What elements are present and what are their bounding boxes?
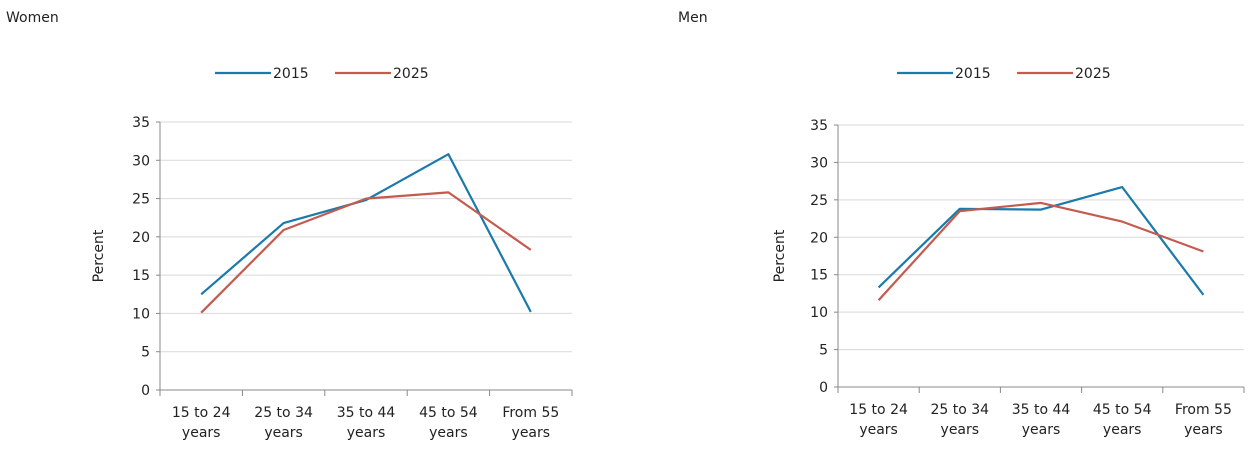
y-tick-label: 10 [810,305,828,321]
men-chart-panel: Men 0 5 10 15 20 25 30 35 15 to 24 years 25 to 34 y… [672,0,1254,449]
x-tick-label: years [1184,422,1223,438]
y-tick-label: 10 [132,306,150,322]
x-tick-label: 15 to 24 [172,405,231,421]
x-tick-label: years [1103,422,1142,438]
y-tick-label: 20 [132,230,150,246]
x-tick-label: From 55 [502,405,559,421]
x-tick-label: years [859,422,898,438]
y-tick-label: 0 [819,380,828,396]
y-tick-label: 35 [810,118,828,134]
x-tick-label: 15 to 24 [849,402,908,418]
women-panel-title: Women [6,10,59,26]
y-tick-label: 15 [132,268,150,284]
y-axis-label: Percent [91,229,107,282]
x-tick-label: years [429,425,468,441]
y-tick-label: 30 [132,153,150,169]
y-tick-label: 35 [132,115,150,131]
women-chart-panel: Women 0 5 10 15 20 25 30 35 15 to 24 years 25 to 3… [0,0,620,449]
series-line-2015 [877,186,1205,296]
x-tick-label: years [941,422,980,438]
y-tick-label: 25 [810,193,828,209]
x-tick-label: 35 to 44 [337,405,396,421]
y-tick-label: 25 [132,192,150,208]
x-tick-label: years [1022,422,1061,438]
y-tick-label: 30 [810,155,828,171]
series-line-2025 [877,201,1204,301]
men-panel-title: Men [678,10,708,26]
x-tick-label: From 55 [1175,402,1232,418]
x-tick-label: 45 to 54 [1093,402,1152,418]
y-tick-label: 20 [810,230,828,246]
series-line-2015 [200,153,532,313]
legend-label: 2025 [1075,66,1111,82]
x-tick-label: years [182,425,221,441]
y-tick-label: 5 [141,345,150,361]
x-tick-label: years [347,425,386,441]
x-tick-label: 25 to 34 [254,405,313,421]
x-tick-label: years [512,425,551,441]
x-tick-label: years [264,425,303,441]
x-tick-label: 25 to 34 [931,402,990,418]
legend-label: 2025 [393,66,429,82]
y-axis-label: Percent [772,229,788,282]
x-tick-label: 45 to 54 [419,405,478,421]
legend-label: 2015 [955,66,991,82]
x-tick-label: 35 to 44 [1012,402,1071,418]
y-tick-label: 15 [810,268,828,284]
legend-label: 2015 [273,66,309,82]
series-line-2025 [200,191,532,314]
y-tick-label: 0 [141,383,150,399]
y-tick-label: 5 [819,343,828,359]
